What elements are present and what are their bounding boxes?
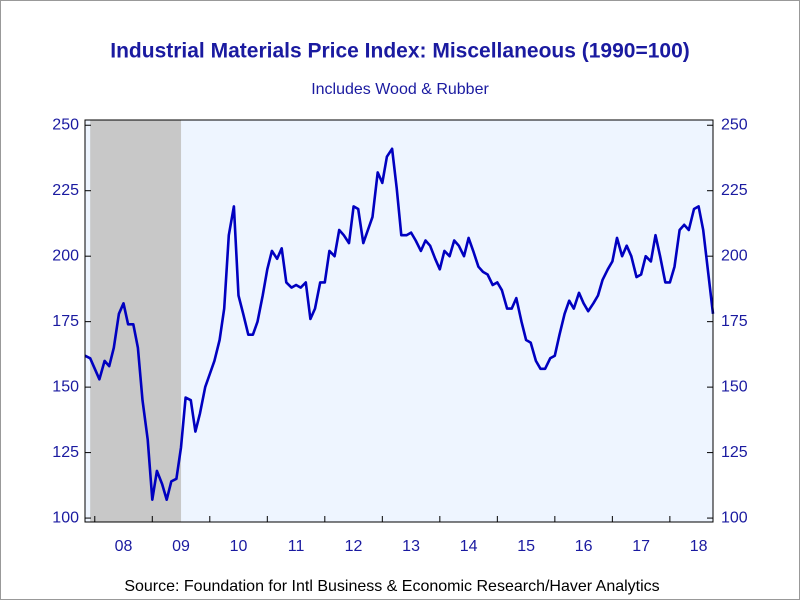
x-tick-label: 17 [632, 538, 650, 555]
y-tick-label: 100 [52, 509, 79, 526]
x-tick-label: 10 [230, 538, 248, 555]
y-tick-label: 225 [52, 182, 79, 199]
source: Source: Foundation for Intl Business & E… [124, 578, 659, 595]
plot-border [84, 119, 714, 523]
x-tick-label: 13 [402, 538, 420, 555]
y-tick-label: 200 [52, 247, 79, 264]
y-tick-label: 250 [52, 116, 79, 133]
x-tick-label: 16 [575, 538, 593, 555]
x-tick-label: 12 [345, 538, 363, 555]
y-tick-label-right: 200 [721, 247, 748, 264]
y-tick-label: 125 [52, 444, 79, 461]
x-tick-label: 14 [460, 538, 478, 555]
chart-subtitle: Includes Wood & Rubber [311, 81, 489, 98]
x-tick-label: 08 [115, 538, 133, 555]
y-tick-label: 150 [52, 378, 79, 395]
plot-area [85, 120, 713, 522]
y-tick-label: 175 [52, 313, 79, 330]
y-tick-label-right: 175 [721, 313, 748, 330]
line-series [84, 147, 715, 501]
y-tick-label-right: 125 [721, 444, 748, 461]
x-tick-label: 09 [172, 538, 190, 555]
recession-band [90, 120, 182, 522]
y-tick-label-right: 225 [721, 182, 748, 199]
x-tick-label: 15 [517, 538, 535, 555]
y-tick-label-right: 250 [721, 116, 748, 133]
y-tick-label-right: 150 [721, 378, 748, 395]
x-tick-label: 11 [288, 538, 305, 555]
y-tick-label-right: 100 [721, 509, 748, 526]
chart-title: Industrial Materials Price Index: Miscel… [110, 40, 690, 63]
x-tick-label: 18 [690, 538, 708, 555]
